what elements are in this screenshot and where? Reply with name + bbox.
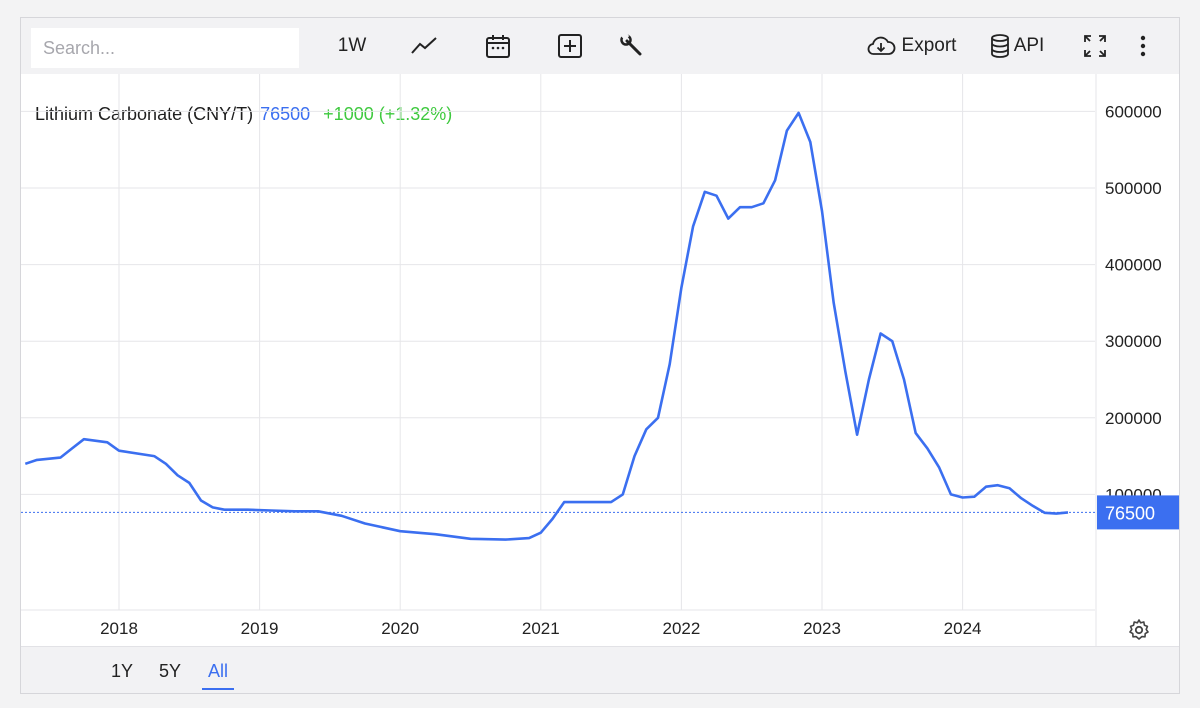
series-name: Lithium Carbonate (CNY/T)	[35, 104, 254, 124]
y-tick-label: 200000	[1105, 409, 1162, 428]
interval-button[interactable]: 1W	[337, 35, 367, 56]
y-tick-label: 400000	[1105, 256, 1162, 275]
series-price: 76500	[260, 104, 311, 124]
fullscreen-icon[interactable]	[1079, 28, 1111, 64]
api-label: API	[1013, 35, 1045, 56]
range-5y[interactable]: 5Y	[159, 661, 182, 681]
api-button[interactable]: API	[985, 28, 1049, 64]
settings-gear-icon[interactable]	[1127, 618, 1151, 647]
export-label: Export	[901, 35, 957, 56]
y-tick-label: 600000	[1105, 102, 1162, 121]
chart-widget: 1W Export API	[20, 17, 1180, 694]
x-tick-label: 2021	[522, 619, 560, 638]
wrench-icon[interactable]	[615, 28, 649, 64]
toolbar: 1W Export API	[21, 18, 1179, 74]
more-vertical-icon[interactable]	[1133, 28, 1153, 64]
series-change: +1000 (+1.32%)	[323, 104, 453, 124]
x-axis-labels: 2018 2019 2020 2021 2022 2023 2024	[100, 619, 981, 638]
line-chart-icon[interactable]	[407, 28, 441, 64]
y-tick-label: 500000	[1105, 179, 1162, 198]
series-line	[24, 111, 1069, 541]
x-tick-label: 2023	[803, 619, 841, 638]
range-selector: 1Y 5Y All	[21, 646, 1179, 693]
cloud-download-icon	[866, 35, 896, 57]
database-icon	[990, 34, 1010, 58]
y-tick-label: 300000	[1105, 332, 1162, 351]
plus-square-icon[interactable]	[553, 28, 587, 64]
last-price-tag-bg	[1097, 495, 1179, 530]
search-input[interactable]	[31, 28, 299, 68]
calendar-icon[interactable]	[481, 28, 515, 64]
x-tick-label: 2024	[944, 619, 982, 638]
x-tick-label: 2022	[662, 619, 700, 638]
range-1y[interactable]: 1Y	[111, 661, 134, 681]
x-tick-label: 2020	[381, 619, 419, 638]
export-button[interactable]: Export	[861, 28, 961, 64]
last-price-tag-label: 76500	[1105, 503, 1155, 523]
grid	[21, 74, 1097, 646]
range-all[interactable]: All	[202, 657, 235, 690]
last-price-tag: 76500	[1097, 495, 1179, 530]
chart-legend: Lithium Carbonate (CNY/T) 76500 +1000 (+…	[35, 104, 452, 125]
x-tick-label: 2018	[100, 619, 138, 638]
x-tick-label: 2019	[241, 619, 279, 638]
